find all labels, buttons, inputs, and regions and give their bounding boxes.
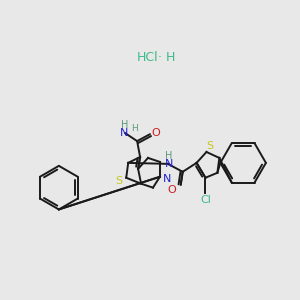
Text: N: N bbox=[165, 159, 173, 169]
Text: S: S bbox=[116, 176, 123, 186]
Text: N: N bbox=[120, 128, 128, 138]
Text: H: H bbox=[165, 151, 172, 161]
Text: · H: · H bbox=[158, 51, 175, 64]
Text: H: H bbox=[121, 120, 128, 130]
Text: Cl: Cl bbox=[200, 194, 211, 205]
Text: S: S bbox=[206, 141, 213, 151]
Text: N: N bbox=[163, 174, 171, 184]
Text: O: O bbox=[152, 128, 160, 138]
Text: H: H bbox=[131, 124, 137, 133]
Text: HCl: HCl bbox=[137, 51, 159, 64]
Text: O: O bbox=[167, 184, 176, 195]
